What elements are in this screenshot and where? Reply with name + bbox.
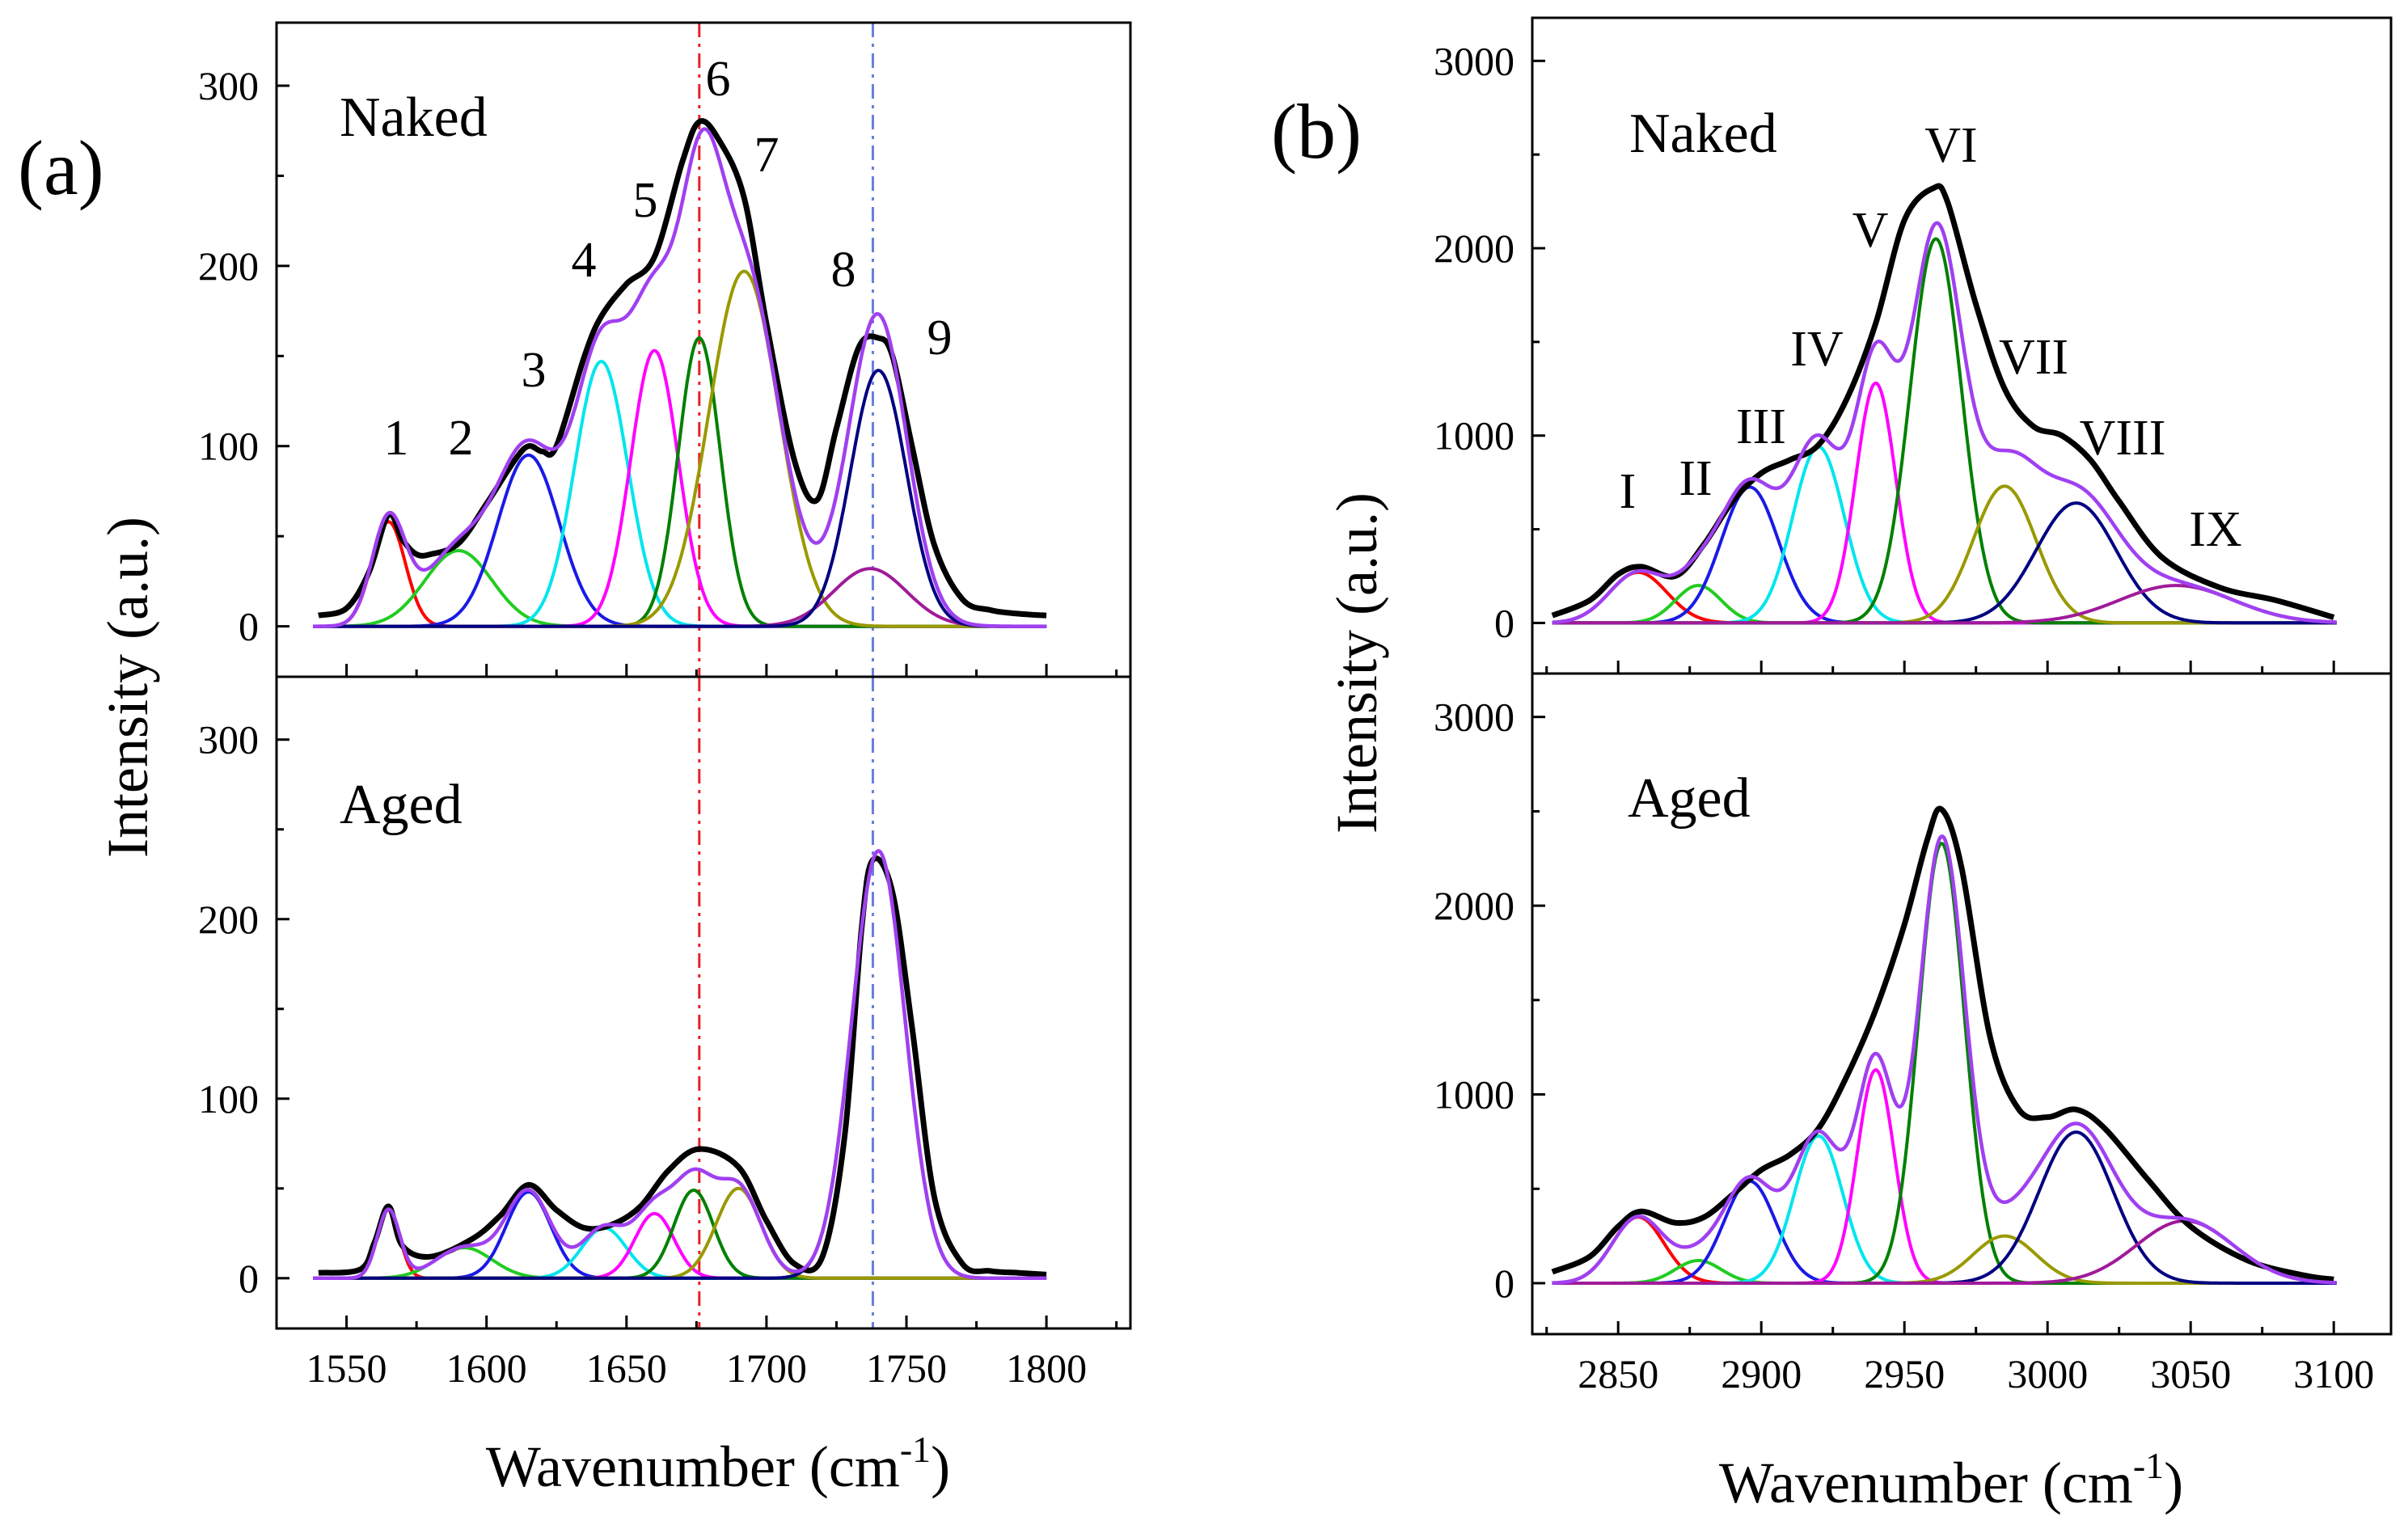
peak-label: 6 — [706, 52, 731, 107]
x-tick-label: 3000 — [2007, 1351, 2088, 1396]
x-tick-label: 1600 — [446, 1345, 527, 1391]
peak-label: IV — [1790, 322, 1844, 377]
x-tick-label: 3050 — [2150, 1351, 2231, 1396]
peak-label: VIII — [2080, 411, 2166, 466]
panel-b-aged-plot: 0 1000 2000 3000 2850 2900 2950 3000 3050 3100 Age… — [1434, 672, 2393, 1396]
component-peak-II — [1552, 584, 2337, 625]
peak-label: III — [1736, 399, 1786, 454]
y-tick-label: 200 — [198, 897, 259, 942]
cumulative-fit-line — [313, 849, 1047, 1281]
y-axis-title-b: Intensity (a.u.) — [1324, 492, 1389, 834]
x-tick-label: 2950 — [1864, 1351, 1945, 1396]
y-tick-label: 100 — [198, 1076, 259, 1121]
peak-label: IX — [2189, 502, 2241, 557]
measured-spectrum-line — [318, 855, 1047, 1278]
x-tick-label: 2900 — [1721, 1351, 1802, 1396]
panel-label-b: (b) — [1271, 88, 1362, 175]
component-peak-1 — [313, 520, 1047, 628]
peak-label: V — [1852, 203, 1889, 258]
y-tick-label: 1000 — [1434, 1072, 1515, 1117]
peak-label: 1 — [384, 411, 409, 466]
y-tick-label: 300 — [198, 717, 259, 762]
y-tick-label: 2000 — [1434, 226, 1515, 271]
component-peak-VI — [1552, 842, 2337, 1285]
peak-label: 8 — [831, 243, 856, 298]
component-peak-II — [1552, 1258, 2337, 1285]
x-tick-label: 1550 — [306, 1345, 387, 1391]
sample-label-aged: Aged — [340, 774, 463, 836]
y-tick-label: 300 — [198, 63, 259, 108]
x-tick-label: 2850 — [1578, 1351, 1658, 1396]
y-tick-label: 100 — [198, 424, 259, 469]
y-tick-label: 200 — [198, 243, 259, 289]
peak-label: 2 — [449, 411, 474, 466]
y-tick-label: 0 — [1494, 600, 1515, 645]
measured-spectrum-line — [1551, 805, 2334, 1282]
peak-label: II — [1679, 451, 1712, 506]
y-axis-title-a: Intensity (a.u.) — [95, 517, 160, 858]
x-tick-label: 3100 — [2293, 1351, 2374, 1396]
x-tick-label: 1650 — [586, 1345, 667, 1391]
measured-spectrum-line — [318, 118, 1047, 619]
peak-label: VII — [1999, 330, 2068, 385]
x-axis-title-b: Wavenumber (cm-1) — [1719, 1445, 2183, 1515]
y-tick-label: 3000 — [1434, 695, 1515, 740]
sample-label-naked: Naked — [1629, 103, 1777, 165]
peak-label: 5 — [633, 173, 658, 228]
y-tick-label: 0 — [1494, 1261, 1515, 1306]
peak-label: 4 — [572, 233, 597, 288]
cumulative-fit-line — [1552, 221, 2337, 624]
y-tick-label: 3000 — [1434, 38, 1515, 83]
cumulative-fit-line — [313, 127, 1047, 628]
y-tick-label: 0 — [239, 604, 259, 649]
peak-label: VI — [1924, 118, 1977, 173]
y-tick-label: 0 — [239, 1256, 259, 1301]
component-peak-3 — [313, 453, 1047, 628]
component-peak-I — [1552, 570, 2337, 625]
x-tick-label: 1700 — [726, 1345, 807, 1391]
x-axis-title-a: Wavenumber (cm-1) — [486, 1429, 950, 1499]
component-peak-IV — [1552, 1134, 2337, 1285]
component-peak-VI — [1552, 237, 2337, 625]
component-peak-9 — [313, 369, 1047, 628]
panel-label-a: (a) — [18, 125, 104, 211]
peak-label: 3 — [522, 343, 547, 398]
cumulative-fit-line — [1551, 834, 2337, 1285]
component-peak-VIII — [1552, 1130, 2337, 1285]
x-tick-label: 1750 — [866, 1345, 947, 1391]
sample-label-aged: Aged — [1628, 767, 1751, 830]
plot-frame — [275, 675, 1132, 1330]
peak-label: 9 — [927, 310, 953, 365]
plot-frame — [1531, 672, 2393, 1336]
y-tick-label: 2000 — [1434, 883, 1515, 928]
peak-label: I — [1620, 464, 1637, 519]
y-tick-label: 1000 — [1434, 413, 1515, 458]
x-tick-label: 1800 — [1006, 1345, 1087, 1391]
sample-label-naked: Naked — [340, 87, 488, 149]
panel-a-aged-plot: 0 100 200 300 1550 1600 1650 1700 1750 1800 Aged — [198, 675, 1132, 1391]
peak-label: 7 — [754, 128, 779, 183]
